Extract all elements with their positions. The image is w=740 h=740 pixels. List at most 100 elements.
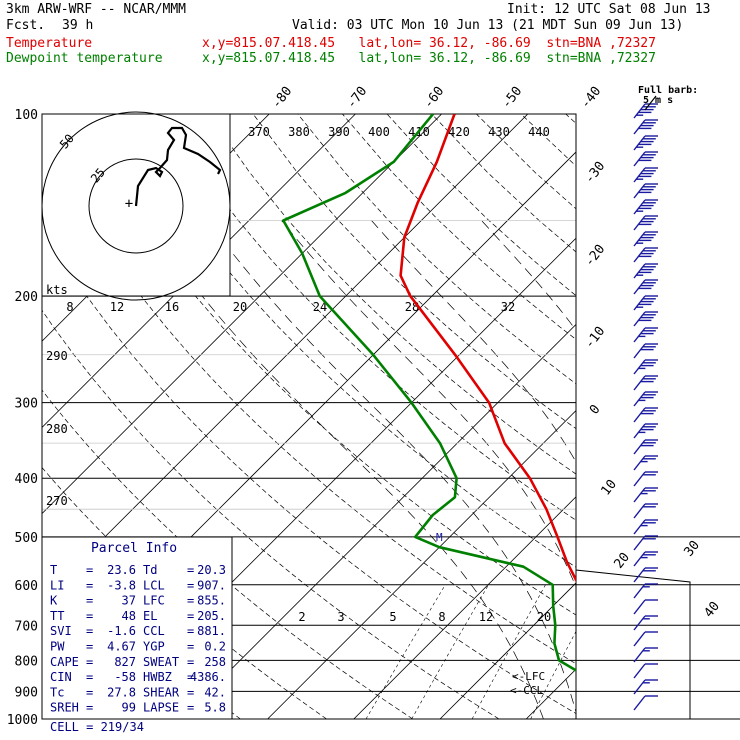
- mixing-ratio-line: [471, 584, 546, 719]
- pressure-tick-label: 500: [15, 531, 38, 546]
- parcel-param-value: -1.6: [107, 624, 136, 638]
- wind-barb-staff: [633, 103, 646, 119]
- wind-barb: [633, 615, 658, 631]
- isotherm-label: -20: [582, 242, 608, 270]
- barb-legend-staff: [644, 95, 657, 111]
- parcel-param-value: -3.8: [107, 578, 136, 592]
- pressure-tick-label: 1000: [7, 713, 38, 728]
- pressure-tick-label: 100: [15, 108, 38, 123]
- wind-barb: [633, 199, 658, 215]
- dewpoint-curve: [281, 114, 576, 672]
- isotherm-line: [525, 668, 576, 719]
- model-title: 3km ARW-WRF -- NCAR/MMM: [6, 2, 187, 17]
- wind-barb: [633, 567, 658, 583]
- dry-adiabat-line: [74, 114, 576, 616]
- wind-barb: [633, 663, 658, 679]
- parcel-param-name: LI: [50, 578, 64, 592]
- wind-barb: [633, 151, 658, 167]
- parcel-param-value: 99: [122, 701, 136, 715]
- moist-adiabat-line: [481, 220, 576, 331]
- parcel-param-value: 907.: [197, 578, 226, 592]
- storm-motion-marker: +: [125, 196, 133, 212]
- isotherm-line: [42, 114, 356, 428]
- parcel-param-name: SREH: [50, 701, 79, 715]
- isotherm-line: [267, 410, 576, 719]
- hodograph-tick-label: 16: [165, 300, 179, 314]
- hodograph-tick-label: 24: [313, 300, 327, 314]
- parcel-param-name: PW: [50, 640, 65, 654]
- mixing-ratio-label: 12: [479, 610, 493, 624]
- pressure-tick-label: 800: [15, 654, 38, 669]
- isotherm-label: 30: [682, 538, 703, 560]
- pressure-tick-label: 900: [15, 685, 38, 700]
- wind-barb: [633, 535, 658, 551]
- hodograph-border: [41, 113, 231, 297]
- dry-adiabat-line: [42, 389, 413, 719]
- parcel-cell: CELL = 219/34: [50, 720, 144, 734]
- parcel-param-value: -58: [114, 670, 136, 684]
- parcel-param-name: Td: [143, 563, 157, 577]
- temperature-curve: [399, 114, 576, 583]
- hodograph-units: kts: [46, 283, 68, 297]
- pressure-tick-label: 300: [15, 397, 38, 412]
- pressure-tick-label: 700: [15, 619, 38, 634]
- hodograph-trace: [134, 126, 222, 207]
- isotherm-line: [353, 496, 576, 719]
- parcel-param-value: 20.3: [197, 563, 226, 577]
- wind-barb: [633, 631, 658, 647]
- dry-adiabat-line: [565, 114, 576, 124]
- wind-barb: [633, 391, 658, 407]
- isotherm-line: [42, 114, 442, 515]
- pressure-tick-label: 400: [15, 472, 38, 487]
- wind-barb-staff: [633, 663, 646, 679]
- parcel-param-value: 4.67: [107, 640, 136, 654]
- barb-legend-line1: Full barb:: [638, 85, 698, 96]
- barb-panel-edge: [575, 536, 691, 719]
- wind-barb: [633, 231, 658, 247]
- parcel-param-name: EL: [143, 609, 157, 623]
- wind-barb: [633, 215, 658, 231]
- mixing-ratio-label: 2: [298, 610, 305, 624]
- dry-adiabat-line: [431, 114, 576, 253]
- wind-barb: [633, 423, 658, 439]
- wind-barb: [633, 103, 658, 119]
- parcel-equals: =: [86, 563, 93, 577]
- parcel-equals: =: [86, 609, 93, 623]
- isotherm-label: -50: [499, 84, 525, 112]
- isotherm-label: 40: [702, 599, 723, 621]
- wind-barb: [633, 247, 658, 263]
- parcel-equals: =: [187, 640, 194, 654]
- init-time: Init: 12 UTC Sat 08 Jun 13: [507, 2, 711, 17]
- wind-barb: [633, 167, 658, 183]
- parcel-equals: =: [86, 624, 93, 638]
- wind-barb: [633, 487, 658, 503]
- theta-e-label: 440: [528, 125, 550, 139]
- wind-barb: [633, 135, 658, 151]
- parcel-equals: =: [86, 670, 93, 684]
- theta-label: 290: [46, 349, 68, 363]
- valid-time: Valid: 03 UTC Mon 10 Jun 13 (21 MDT Sun …: [292, 18, 684, 33]
- parcel-equals: =: [86, 655, 93, 669]
- isotherm-label: -30: [582, 159, 608, 187]
- wind-barb: [633, 375, 658, 391]
- parcel-param-value: 37: [122, 594, 136, 608]
- mixing-ratio-line: [411, 584, 489, 719]
- parcel-equals: =: [187, 655, 194, 669]
- dry-adiabat-line: [342, 114, 576, 340]
- legend-dewpoint: Dewpoint temperature: [6, 51, 163, 66]
- parcel-equals: =: [187, 563, 194, 577]
- wind-barb: [633, 679, 658, 695]
- dry-adiabat-line: [163, 114, 576, 521]
- parcel-info-box: [41, 536, 233, 720]
- isotherm-line: [42, 114, 529, 601]
- legend-temperature-info: x,y=815.07.418.45 lat,lon= 36.12, -86.69…: [202, 36, 656, 51]
- isotherm-label: -80: [269, 84, 295, 112]
- parcel-equals: =: [187, 670, 194, 684]
- parcel-equals: =: [86, 640, 93, 654]
- wind-barb: [633, 407, 658, 423]
- parcel-param-name: CIN: [50, 670, 72, 684]
- legend-dewpoint-info: x,y=815.07.418.45 lat,lon= 36.12, -86.69…: [202, 51, 656, 66]
- mixing-ratio-label: 3: [337, 610, 344, 624]
- wind-barb: [633, 583, 658, 599]
